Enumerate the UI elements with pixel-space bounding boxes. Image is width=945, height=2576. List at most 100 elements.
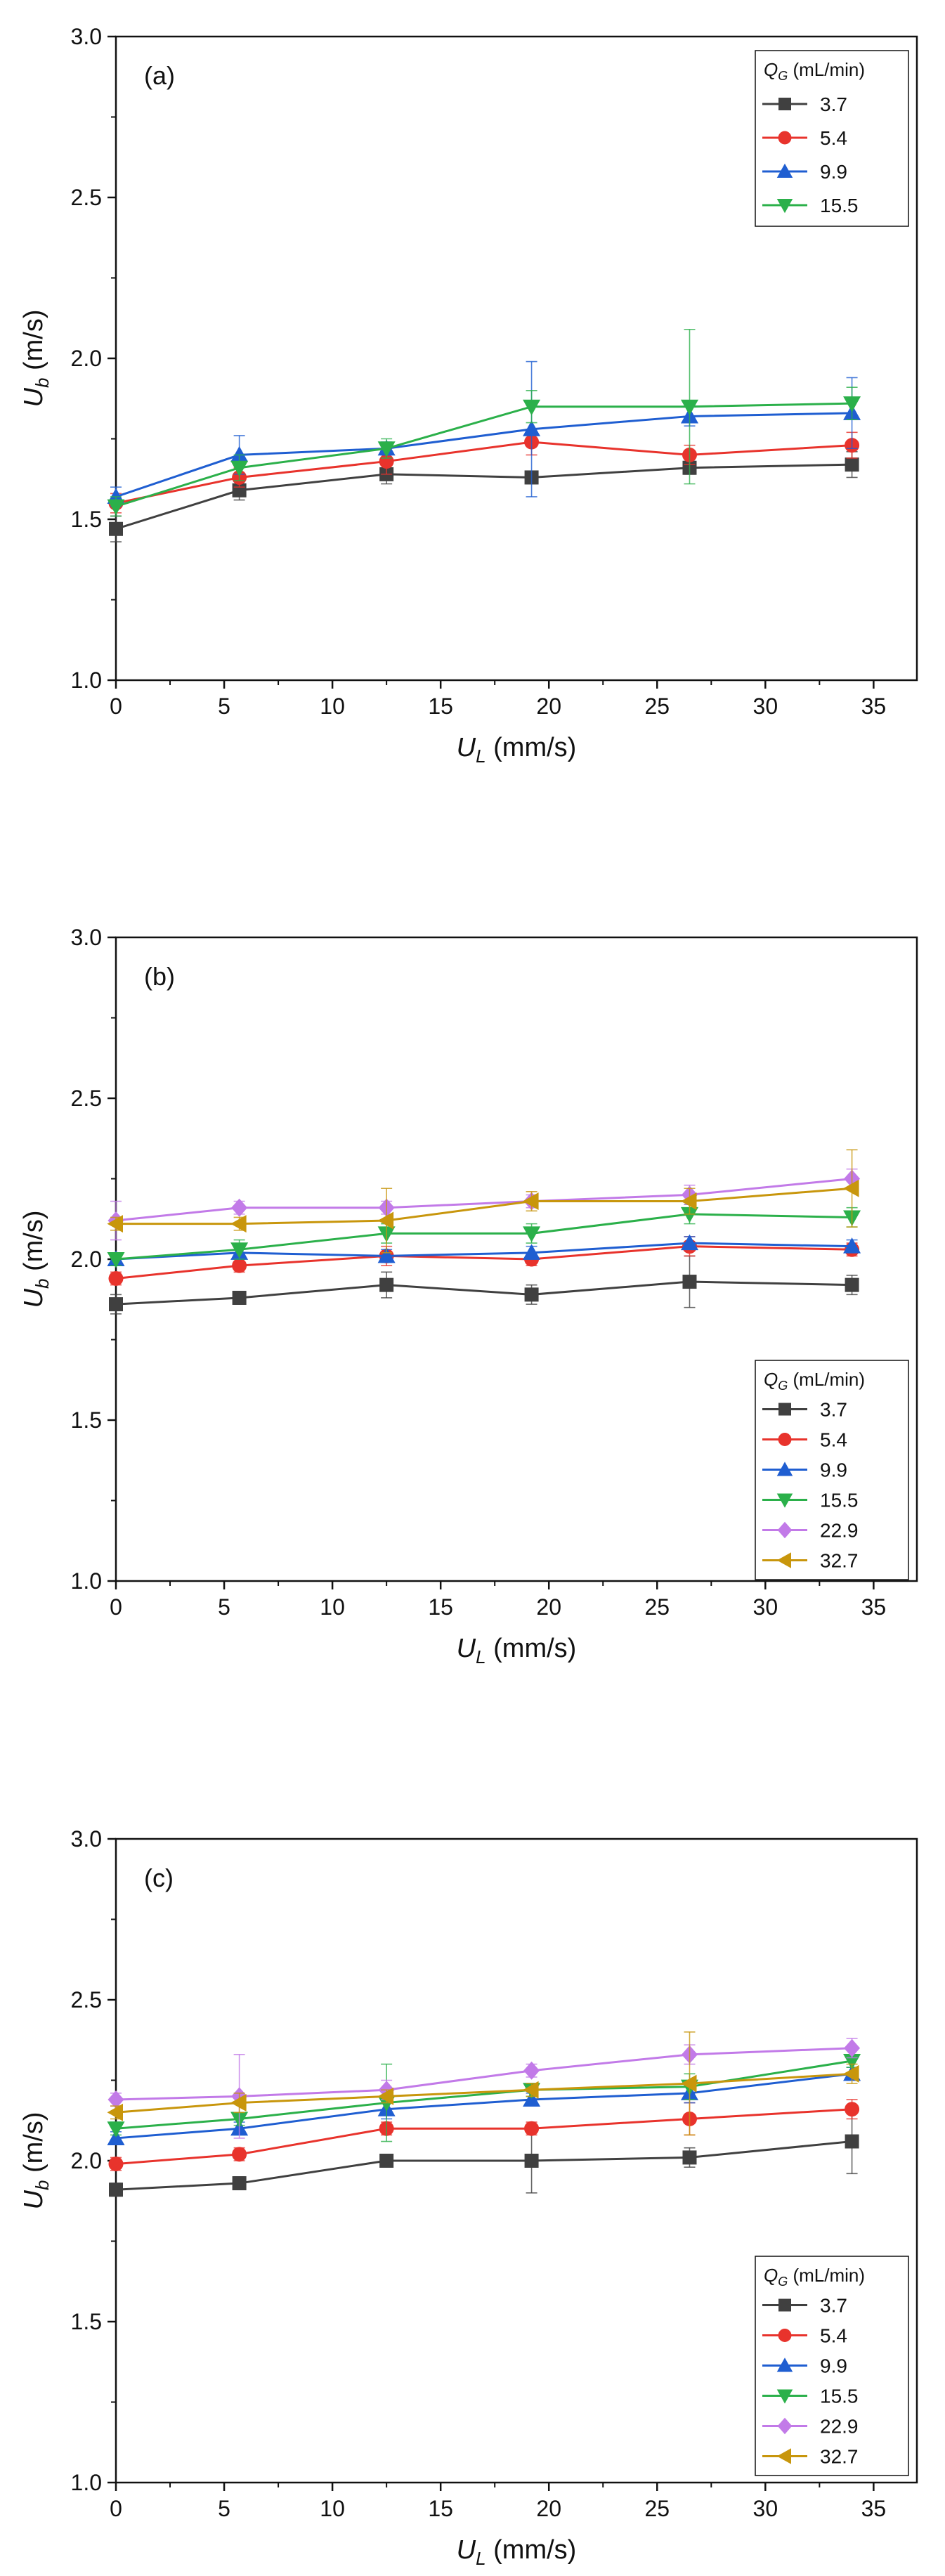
data-point (523, 2081, 539, 2099)
y-axis-title-sub: b (32, 1279, 53, 1289)
y-axis-title-main: U (19, 2190, 48, 2210)
legend-marker (778, 2298, 791, 2312)
data-point (230, 1242, 249, 1258)
y-tick-label: 1.0 (71, 2470, 102, 2495)
x-tick-label: 15 (428, 694, 453, 719)
x-axis-title-unit: (mm/s) (486, 2535, 577, 2565)
series-line (115, 1280, 852, 1306)
series-group (107, 2038, 861, 2139)
legend-entry: 32.7 (820, 1550, 859, 1572)
legend-marker (778, 1403, 791, 1416)
legend-marker (776, 1462, 793, 1476)
data-point (680, 399, 698, 416)
x-tick-label: 0 (110, 2496, 122, 2521)
data-point (108, 2157, 124, 2172)
data-point (845, 2102, 860, 2117)
legend-entry: 15.5 (820, 1490, 859, 1511)
y-tick-label: 3.0 (71, 1826, 102, 1852)
y-tick-label: 1.0 (71, 1568, 102, 1594)
x-axis-title-sub: L (476, 1646, 485, 1667)
series-group (107, 1168, 861, 1241)
series-line (115, 412, 852, 498)
data-point (843, 2064, 859, 2083)
x-tick-label: 0 (110, 1594, 122, 1620)
legend-title-sub: G (778, 69, 788, 83)
legend-marker (778, 2329, 792, 2342)
y-tick-label: 2.5 (71, 1086, 102, 1111)
legend-marker (778, 1433, 792, 1446)
y-axis-title-main: U (19, 1289, 48, 1308)
data-point (524, 1287, 539, 1302)
y-axis-title: Ub (m/s) (19, 310, 53, 408)
x-axis-title-sub: L (476, 746, 485, 767)
x-tick-label: 35 (861, 1594, 887, 1620)
y-tick-label: 1.5 (71, 2309, 102, 2334)
data-point (231, 1198, 248, 1217)
series-line (115, 1245, 852, 1280)
x-tick-label: 20 (536, 2496, 561, 2521)
data-point (107, 2121, 125, 2138)
series-line (115, 2072, 852, 2114)
x-axis-title-main: U (457, 2535, 476, 2565)
legend-title: QG (mL/min) (764, 1369, 865, 1393)
y-axis-title: Ub (m/s) (19, 2112, 53, 2210)
series-line (115, 1178, 852, 1222)
data-point (523, 2061, 540, 2080)
data-point (232, 1258, 247, 1273)
data-point (680, 1192, 697, 1211)
y-axis-title-sub: b (32, 2180, 53, 2190)
data-point (109, 521, 123, 536)
x-tick-label: 10 (320, 1594, 345, 1620)
data-point (523, 399, 541, 416)
x-axis-title: UL (mm/s) (457, 2535, 577, 2569)
panel-label: (a) (144, 61, 175, 90)
legend-entry: 9.9 (820, 2355, 847, 2377)
x-axis-title-unit: (mm/s) (486, 1634, 577, 1663)
series-line (115, 1242, 852, 1261)
data-point (524, 2121, 540, 2136)
legend-entry: 9.9 (820, 161, 847, 183)
data-point (107, 2090, 124, 2109)
data-point (845, 457, 859, 472)
data-point (843, 396, 861, 412)
x-tick-label: 30 (753, 694, 778, 719)
series-line (115, 2140, 852, 2191)
series-line (115, 2047, 852, 2101)
y-tick-label: 2.0 (71, 1247, 102, 1272)
y-tick-label: 2.0 (71, 346, 102, 371)
series-group (107, 360, 861, 507)
series-group (109, 2108, 859, 2197)
legend-entry: 15.5 (820, 2386, 859, 2407)
y-axis-title-sub: b (32, 378, 53, 388)
x-tick-label: 20 (536, 694, 561, 719)
legend-marker (778, 131, 792, 145)
x-tick-label: 35 (861, 2496, 887, 2521)
legend-entry: 5.4 (820, 127, 847, 149)
legend-marker (777, 2417, 793, 2435)
y-tick-label: 1.5 (71, 507, 102, 532)
data-point (682, 1275, 697, 1289)
y-axis-title: Ub (m/s) (19, 1211, 53, 1308)
series-group (109, 1255, 859, 1315)
data-point (844, 2038, 861, 2057)
x-tick-label: 5 (218, 1594, 230, 1620)
data-point (524, 2154, 539, 2168)
legend-entry: 5.4 (820, 2325, 847, 2347)
legend-marker (777, 1521, 793, 1539)
data-point (523, 1192, 539, 1211)
series-line (115, 2108, 852, 2166)
x-tick-label: 10 (320, 2496, 345, 2521)
legend-entry: 22.9 (820, 1520, 859, 1542)
data-point (523, 420, 541, 436)
data-point (230, 1215, 247, 1233)
data-point (109, 2183, 123, 2197)
legend-title-main: Q (764, 59, 778, 80)
y-axis-title-unit: (m/s) (19, 310, 48, 378)
legend-title-sub: G (778, 1379, 788, 1393)
legend-marker (776, 199, 793, 214)
data-point (107, 1252, 125, 1268)
series-line (115, 2072, 852, 2140)
x-axis-title-sub: L (476, 2548, 485, 2569)
